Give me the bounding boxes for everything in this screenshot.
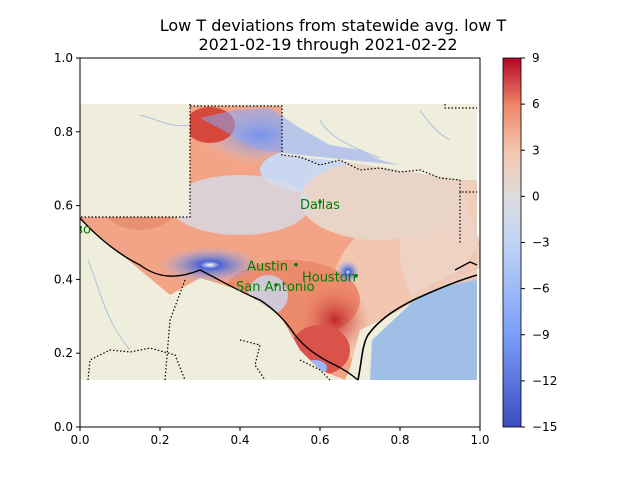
x-tick-label: 1.0 <box>470 433 489 447</box>
rio-grande <box>80 217 359 381</box>
city-label: Dallas <box>300 198 340 213</box>
colorbar-tick-label: 3 <box>532 143 540 157</box>
city-marker <box>354 273 358 278</box>
y-tick-label: 1.0 <box>54 51 73 65</box>
city-marker <box>294 262 298 267</box>
coastline <box>357 274 478 381</box>
city-label: Austin <box>247 260 288 275</box>
lake-coast <box>454 261 478 271</box>
x-tick-label: 0.2 <box>150 433 169 447</box>
colorbar-tick-label: 6 <box>532 97 540 111</box>
x-tick-label: 0.6 <box>310 433 329 447</box>
y-tick-label: 0.4 <box>54 272 73 286</box>
x-axis: 0.0 0.2 0.4 0.6 0.8 1.0 <box>70 427 490 447</box>
y-tick-label: 0.8 <box>54 125 73 139</box>
y-tick-label: 0.6 <box>54 199 73 213</box>
colorbar-body <box>502 57 522 428</box>
city-label: Houston <box>302 271 356 286</box>
x-tick-label: 0.4 <box>230 433 249 447</box>
y-tick-label: 0.2 <box>54 346 73 360</box>
colorbar-tick-label: −9 <box>532 328 550 342</box>
colorbar-tick-label: −6 <box>532 282 550 296</box>
x-tick-label: 0.8 <box>390 433 409 447</box>
field-north-cold <box>200 108 400 165</box>
colorbar-tick-label: −12 <box>532 374 557 388</box>
axes-frame <box>79 57 481 428</box>
colorbar-ticks: 9 6 3 0 −3 −6 −9 −12 −15 <box>521 51 557 434</box>
city-marker <box>274 283 278 287</box>
chart-subtitle: 2021-02-19 through 2021-02-22 <box>198 35 457 54</box>
colorbar-tick-label: 0 <box>532 189 540 203</box>
city-label: El Paso <box>45 223 91 238</box>
state-borders <box>80 104 477 381</box>
y-axis: 0.0 0.2 0.4 0.6 0.8 1.0 <box>54 51 80 434</box>
field-east <box>400 180 480 308</box>
gulf-water <box>370 275 477 380</box>
colorbar-tick-label: −3 <box>532 236 550 250</box>
city-label: San Antonio <box>236 280 315 295</box>
colorbar: 9 6 3 0 −3 −6 −9 −12 −15 <box>502 51 557 434</box>
chart-title: Low T deviations from statewide avg. low… <box>160 16 507 35</box>
y-tick-label: 0.0 <box>54 420 73 434</box>
colorbar-tick-label: −15 <box>532 420 557 434</box>
city-marker <box>318 200 322 204</box>
x-tick-label: 0.0 <box>70 433 89 447</box>
colorbar-tick-label: 9 <box>532 51 540 65</box>
